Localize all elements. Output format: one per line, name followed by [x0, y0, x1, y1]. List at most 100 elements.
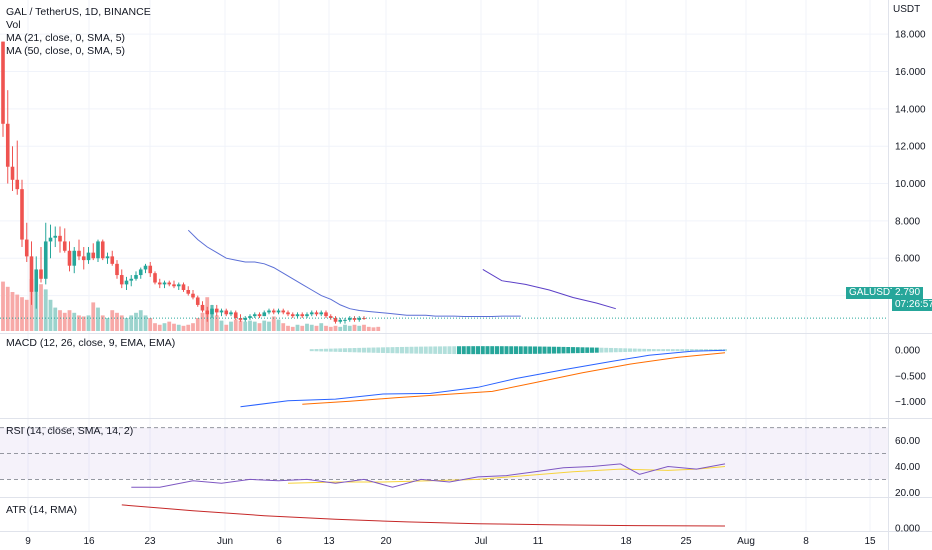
macd-histogram-bar — [685, 349, 689, 352]
candle-body — [243, 318, 248, 320]
candle-body — [352, 318, 357, 320]
macd-histogram-bar — [352, 348, 357, 353]
candle-body — [205, 310, 210, 315]
candle-body — [39, 269, 43, 279]
volume-bar — [281, 323, 286, 331]
macd-histogram-bar — [442, 346, 447, 354]
volume-bar — [300, 325, 305, 331]
macd-histogram-bar — [580, 347, 585, 354]
candle-body — [252, 314, 257, 317]
candle-body — [105, 256, 110, 259]
macd-histogram-bar — [414, 346, 419, 354]
macd-histogram-bar — [613, 348, 618, 353]
volume-bar — [262, 320, 267, 331]
macd-line — [240, 349, 726, 408]
volume-bar — [105, 318, 110, 331]
volume-bar — [371, 327, 376, 331]
macd-histogram-bar — [357, 347, 362, 353]
macd-histogram-bar — [447, 346, 452, 355]
volume-bar — [229, 321, 233, 331]
macd-histogram-bar — [518, 346, 523, 354]
volume-bar — [271, 316, 276, 331]
time-axis-label: 13 — [323, 536, 335, 547]
candle-body — [143, 265, 148, 270]
volume-bar — [309, 324, 314, 331]
volume-bar — [53, 307, 58, 331]
volume-bar — [305, 323, 309, 331]
volume-bar — [43, 289, 48, 331]
volume-bar — [200, 312, 205, 331]
candle-body — [338, 319, 343, 322]
volume-bar — [352, 324, 357, 331]
candle-body — [167, 282, 172, 285]
candle-body — [162, 282, 167, 285]
candle-body — [248, 316, 252, 318]
macd-histogram-bar — [362, 347, 366, 353]
volume-bar — [162, 323, 167, 331]
macd-histogram-bar — [509, 346, 514, 355]
macd-histogram-bar — [642, 348, 647, 352]
candle-body — [195, 297, 200, 305]
macd-histogram-bar — [324, 348, 328, 352]
symbol-price-tag: GALUSDT — [846, 287, 900, 299]
volume-bar — [81, 316, 86, 331]
candle-body — [309, 312, 314, 315]
time-axis-label: Aug — [737, 536, 755, 547]
candle-body — [319, 312, 324, 315]
macd-tick-label: −0.500 — [895, 371, 926, 382]
macd-histogram-bar — [381, 347, 385, 353]
candle-body — [96, 241, 100, 259]
volume-bar — [233, 319, 238, 331]
macd-histogram-bar — [670, 349, 675, 352]
macd-histogram-bar — [561, 346, 566, 354]
ma21-legend: MA (21, close, 0, SMA, 5) — [6, 32, 126, 44]
volume-bar — [1, 281, 5, 331]
macd-histogram-bar — [566, 346, 571, 354]
atr-legend: ATR (14, RMA) — [6, 504, 77, 516]
volume-bar — [276, 319, 281, 331]
macd-histogram-bar — [694, 349, 699, 352]
candle-body — [24, 239, 29, 257]
candle-body — [58, 235, 62, 242]
chart-title: GAL / TetherUS, 1D, BINANCE — [6, 6, 151, 18]
volume-bar — [86, 315, 91, 331]
macd-histogram-bar — [680, 349, 685, 352]
volume-bar — [48, 299, 53, 331]
volume-bar — [29, 279, 34, 331]
candle-body — [172, 284, 176, 287]
macd-histogram-bar — [466, 346, 471, 355]
volume-bar — [24, 299, 29, 331]
macd-histogram-bar — [343, 348, 347, 353]
volume-bar — [67, 310, 72, 331]
candle-body — [15, 179, 20, 190]
volume-bar — [176, 324, 181, 331]
volume-bar — [181, 325, 186, 331]
macd-histogram-bar — [366, 347, 371, 353]
price-tick-label: 16.000 — [895, 67, 926, 78]
macd-histogram-bar — [609, 347, 613, 353]
ma50-line — [482, 268, 616, 310]
macd-histogram-bar — [376, 347, 381, 353]
volume-bar — [10, 292, 15, 331]
macd-tick-label: −1.000 — [895, 397, 926, 408]
macd-histogram-bar — [623, 348, 628, 352]
volume-bar — [328, 326, 333, 331]
volume-bar — [34, 292, 39, 331]
macd-histogram-bar — [471, 346, 476, 355]
volume-bar — [195, 318, 200, 331]
macd-histogram-bar — [314, 349, 319, 352]
volume-bar — [119, 315, 124, 331]
volume-bar — [243, 321, 248, 331]
macd-histogram-bar — [599, 347, 604, 353]
macd-histogram-bar — [547, 346, 552, 354]
macd-histogram-bar — [604, 347, 609, 353]
volume-bar — [324, 325, 328, 331]
macd-histogram-bar — [585, 347, 590, 353]
volume-bar — [143, 315, 148, 331]
candle-body — [86, 252, 91, 261]
macd-histogram-bar — [328, 348, 333, 352]
candle-body — [91, 252, 96, 259]
time-axis-label: 23 — [144, 536, 156, 547]
volume-bar — [157, 324, 162, 331]
